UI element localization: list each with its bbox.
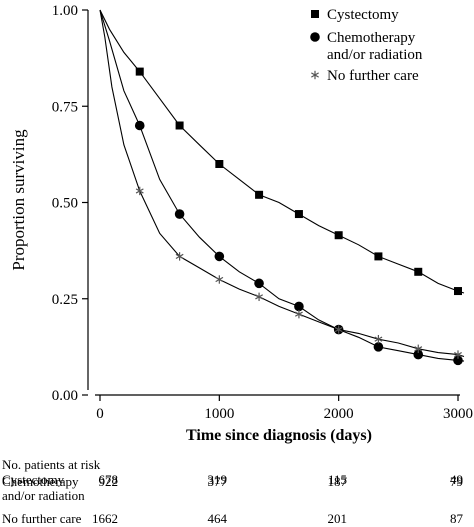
risk-row-label: Chemotherapy and/or radiation xyxy=(2,474,85,503)
series-layer xyxy=(99,9,465,366)
risk-value: 1662 xyxy=(92,511,118,526)
risk-value: 922 xyxy=(99,474,119,489)
circle-marker xyxy=(174,209,185,219)
circle-marker xyxy=(214,251,225,262)
asterisk-marker xyxy=(334,326,343,333)
survival-curve xyxy=(99,9,465,294)
series-asterisk xyxy=(99,9,465,359)
square-marker xyxy=(294,210,303,219)
circle-marker xyxy=(373,342,384,352)
circle-marker xyxy=(413,349,424,360)
asterisk-marker xyxy=(175,253,184,260)
square-marker xyxy=(175,121,184,130)
risk-value: 79 xyxy=(450,474,463,489)
asterisk-marker xyxy=(454,351,462,358)
legend-label: No further care xyxy=(327,68,419,84)
y-tick-label: 0.50 xyxy=(52,196,78,212)
circle-marker xyxy=(453,355,463,366)
asterisk-marker xyxy=(414,346,423,352)
x-tick-label: 0 xyxy=(96,406,104,422)
y-tick-label: 1.00 xyxy=(52,3,78,19)
y-tick-label: 0.75 xyxy=(52,99,78,115)
x-tick-label: 3000 xyxy=(443,406,473,422)
y-tick-label: 0.25 xyxy=(52,292,78,308)
square-marker xyxy=(255,190,264,199)
risk-table-title: No. patients at risk xyxy=(2,457,101,472)
risk-value: 319 xyxy=(208,472,228,487)
axes: 0.00 0.25 0.50 0.75 1.00 0 1000 2000 3000 Time si… xyxy=(9,3,473,444)
square-marker xyxy=(374,252,383,261)
square-marker xyxy=(215,160,224,168)
asterisk-marker xyxy=(374,336,383,342)
legend: Cystectomy Chemotherapy and/or radiation No… xyxy=(310,7,423,84)
survival-curve xyxy=(99,9,465,362)
risk-value: 49 xyxy=(450,472,463,487)
risk-value: 187 xyxy=(328,474,348,489)
square-marker xyxy=(135,67,144,76)
x-tick-label: 1000 xyxy=(204,406,234,422)
x-axis-title: Time since diagnosis (days) xyxy=(186,427,372,444)
survival-curve xyxy=(99,9,465,358)
risk-value: 464 xyxy=(208,511,228,526)
series-circle xyxy=(99,9,465,366)
circle-marker xyxy=(134,120,145,131)
risk-value: 678 xyxy=(99,472,119,487)
circle-marker xyxy=(310,32,320,42)
legend-label: Chemotherapy and/or radiation xyxy=(327,30,423,63)
y-axis-title: Proportion surviving xyxy=(9,129,28,271)
x-tick-label: 2000 xyxy=(324,406,354,422)
y-tick-label: 0.00 xyxy=(52,388,78,404)
square-marker xyxy=(311,10,319,18)
circle-marker xyxy=(294,301,304,312)
asterisk-marker xyxy=(215,276,224,283)
square-marker xyxy=(454,287,462,296)
risk-value: 115 xyxy=(328,472,347,487)
risk-value: 201 xyxy=(328,511,348,526)
risk-value: 87 xyxy=(450,511,464,526)
asterisk-marker xyxy=(255,294,264,300)
asterisk-marker xyxy=(294,311,303,317)
asterisk-marker xyxy=(135,188,144,194)
circle-marker xyxy=(254,278,264,289)
legend-label: Cystectomy xyxy=(327,7,399,23)
risk-row-label: Cystectomy xyxy=(2,472,65,487)
series-square xyxy=(99,9,465,296)
square-marker xyxy=(334,231,343,240)
risk-row-label: No further care xyxy=(2,511,82,526)
risk-value: 377 xyxy=(208,474,228,489)
asterisk-marker xyxy=(311,72,319,78)
square-marker xyxy=(414,267,423,276)
